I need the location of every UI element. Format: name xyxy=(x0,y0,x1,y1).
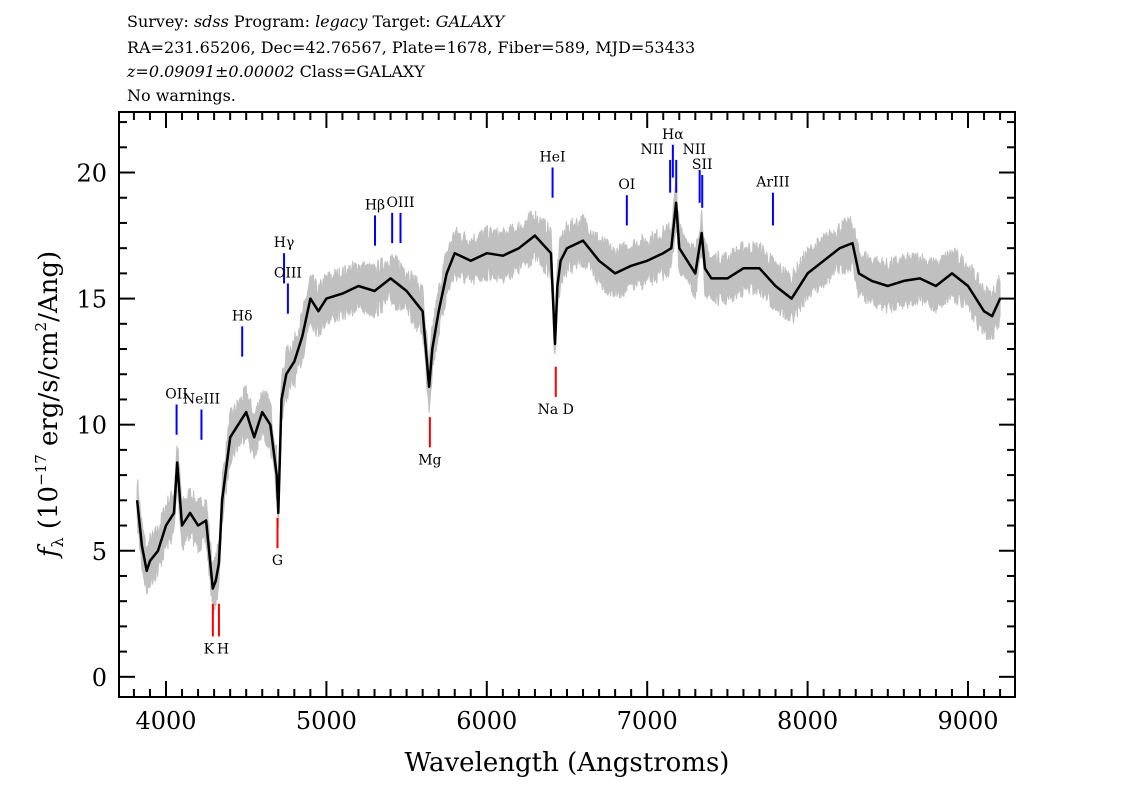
header-coords-line: RA=231.65206, Dec=42.76567, Plate=1678, … xyxy=(127,38,696,57)
error-band xyxy=(136,176,1001,614)
y-label-end: /Ang) xyxy=(34,251,64,322)
line-label: OI xyxy=(618,177,635,193)
y-axis-label: fλ (10−17 erg/s/cm2/Ang) xyxy=(32,251,67,559)
line-label: SII xyxy=(692,157,713,173)
y-tick-label: 20 xyxy=(76,160,107,188)
redshift-value: z=0.09091±0.00002 xyxy=(127,62,295,81)
program-label: Program: xyxy=(233,12,310,31)
line-label: H xyxy=(217,641,229,657)
y-label-tail: erg/s/cm xyxy=(34,331,64,454)
survey-value: sdss xyxy=(193,12,229,31)
line-label: Hδ xyxy=(232,308,253,324)
axis-ticks: 4000 5000 6000 7000 8000 9000 0 5 10 15 20 xyxy=(76,112,1015,735)
y-label-sub: λ xyxy=(48,537,67,547)
target-value: GALAXY xyxy=(435,12,505,31)
error-band-layer xyxy=(136,176,1001,614)
y-tick-label: 10 xyxy=(76,412,107,440)
line-label: NeIII xyxy=(183,392,220,408)
flux-layer xyxy=(135,201,1002,590)
line-label: Mg xyxy=(418,452,441,468)
header-warnings: No warnings. xyxy=(127,86,236,105)
survey-label: Survey: xyxy=(127,12,189,31)
y-tick-label: 5 xyxy=(92,538,107,566)
y-label-rest: (10 xyxy=(34,486,64,538)
line-label: NII xyxy=(683,142,706,158)
y-label-exp: −17 xyxy=(32,454,50,486)
x-tick-label: 7000 xyxy=(617,707,678,735)
line-label: OII xyxy=(165,387,188,403)
line-label: OIII xyxy=(386,195,414,211)
header-redshift-line: z=0.09091±0.00002 Class=GALAXY xyxy=(127,62,425,81)
line-label: K xyxy=(204,641,215,657)
line-label: Hγ xyxy=(274,235,295,251)
line-label: Hα xyxy=(662,127,684,143)
x-tick-label: 6000 xyxy=(456,707,517,735)
x-axis-label: Wavelength (Angstroms) xyxy=(405,748,730,778)
y-label-exp2: 2 xyxy=(32,322,50,332)
line-label: Na D xyxy=(538,402,574,418)
line-label: HeI xyxy=(540,149,566,165)
flux-line xyxy=(135,201,1002,590)
line-label: NII xyxy=(640,142,663,158)
header-survey-line: Survey: sdss Program: legacy Target: GAL… xyxy=(127,12,504,31)
line-label: G xyxy=(272,553,283,569)
y-tick-label: 15 xyxy=(76,286,107,314)
x-tick-label: 5000 xyxy=(296,707,357,735)
line-label: ArIII xyxy=(755,175,789,191)
y-tick-label: 0 xyxy=(92,664,107,692)
x-tick-label: 4000 xyxy=(135,707,196,735)
x-tick-label: 9000 xyxy=(937,707,998,735)
program-value: legacy xyxy=(315,12,368,31)
target-label: Target: xyxy=(372,12,431,31)
line-label: Hβ xyxy=(365,197,385,213)
x-tick-label: 8000 xyxy=(777,707,838,735)
class-value: Class=GALAXY xyxy=(299,62,425,81)
line-label: OIII xyxy=(274,265,302,281)
